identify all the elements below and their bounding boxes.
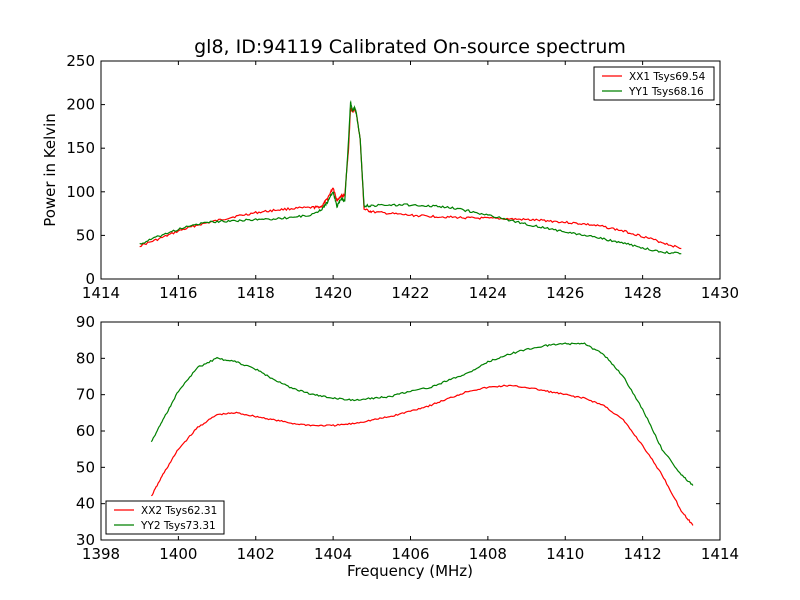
x-tick-label: 1398 (82, 545, 120, 563)
legend-box (593, 66, 715, 101)
y-tick-label: 40 (76, 495, 95, 513)
bottom-panel-legend: XX2 Tsys62.31 YY2 Tsys73.31 (105, 500, 225, 535)
x-tick-label: 1414 (701, 545, 739, 563)
bottom-panel-ticks: 1398 1400 1402 1404 1406 1408 1410 1412 1414 30 40… (76, 313, 739, 563)
y-tick-label: 100 (66, 183, 95, 201)
x-tick-label: 1404 (314, 545, 352, 563)
top-panel-series (139, 100, 682, 255)
series-line-1 (150, 384, 694, 526)
y-tick-label: 60 (76, 422, 95, 440)
y-tick-label: 50 (76, 226, 95, 244)
x-tick-label: 1414 (82, 284, 120, 302)
legend-label: XX2 Tsys62.31 (141, 505, 217, 517)
x-tick-label: 1402 (237, 545, 275, 563)
bottom-panel-frame (100, 321, 721, 541)
legend-box (105, 500, 225, 535)
legend-label: XX1 Tsys69.54 (629, 71, 706, 83)
top-panel-ylabel: Power in Kelvin (41, 113, 59, 227)
y-tick-label: 90 (76, 313, 95, 331)
y-tick-label: 70 (76, 386, 95, 404)
y-tick-label: 150 (66, 139, 95, 157)
bottom-panel-series (150, 342, 694, 526)
y-tick-label: 50 (76, 458, 95, 476)
x-tick-label: 1428 (624, 284, 662, 302)
top-panel: 1414 1416 1418 1420 1422 1424 1426 1428 1430 0 50 1… (41, 52, 739, 302)
top-panel-frame (100, 60, 721, 280)
chart-title: gl8, ID:94119 Calibrated On-source spect… (194, 36, 626, 58)
x-tick-label: 1416 (159, 284, 197, 302)
x-tick-label: 1412 (624, 545, 662, 563)
y-tick-label: 30 (76, 531, 95, 549)
y-tick-label: 200 (66, 96, 95, 114)
x-tick-label: 1424 (469, 284, 507, 302)
x-tick-label: 1406 (391, 545, 429, 563)
bottom-panel: 1398 1400 1402 1404 1406 1408 1410 1412 1414 30 40… (76, 313, 739, 580)
legend-label: YY2 Tsys73.31 (140, 520, 216, 532)
y-tick-label: 250 (66, 52, 95, 70)
x-tick-label: 1408 (469, 545, 507, 563)
x-tick-label: 1400 (159, 545, 197, 563)
top-panel-ticks: 1414 1416 1418 1420 1422 1424 1426 1428 1430 0 50 1… (66, 52, 739, 302)
x-tick-label: 1410 (546, 545, 584, 563)
x-tick-label: 1422 (391, 284, 429, 302)
legend-label: YY1 Tsys68.16 (628, 86, 704, 98)
series-line-2 (150, 342, 694, 486)
x-tick-label: 1420 (314, 284, 352, 302)
x-tick-label: 1430 (701, 284, 739, 302)
y-tick-label: 0 (85, 270, 95, 288)
y-tick-label: 80 (76, 349, 95, 367)
x-tick-label: 1418 (237, 284, 275, 302)
x-tick-label: 1426 (546, 284, 584, 302)
top-panel-legend: XX1 Tsys69.54 YY1 Tsys68.16 (593, 66, 715, 101)
series-line-2 (139, 100, 682, 255)
bottom-panel-xlabel: Frequency (MHz) (347, 562, 473, 580)
